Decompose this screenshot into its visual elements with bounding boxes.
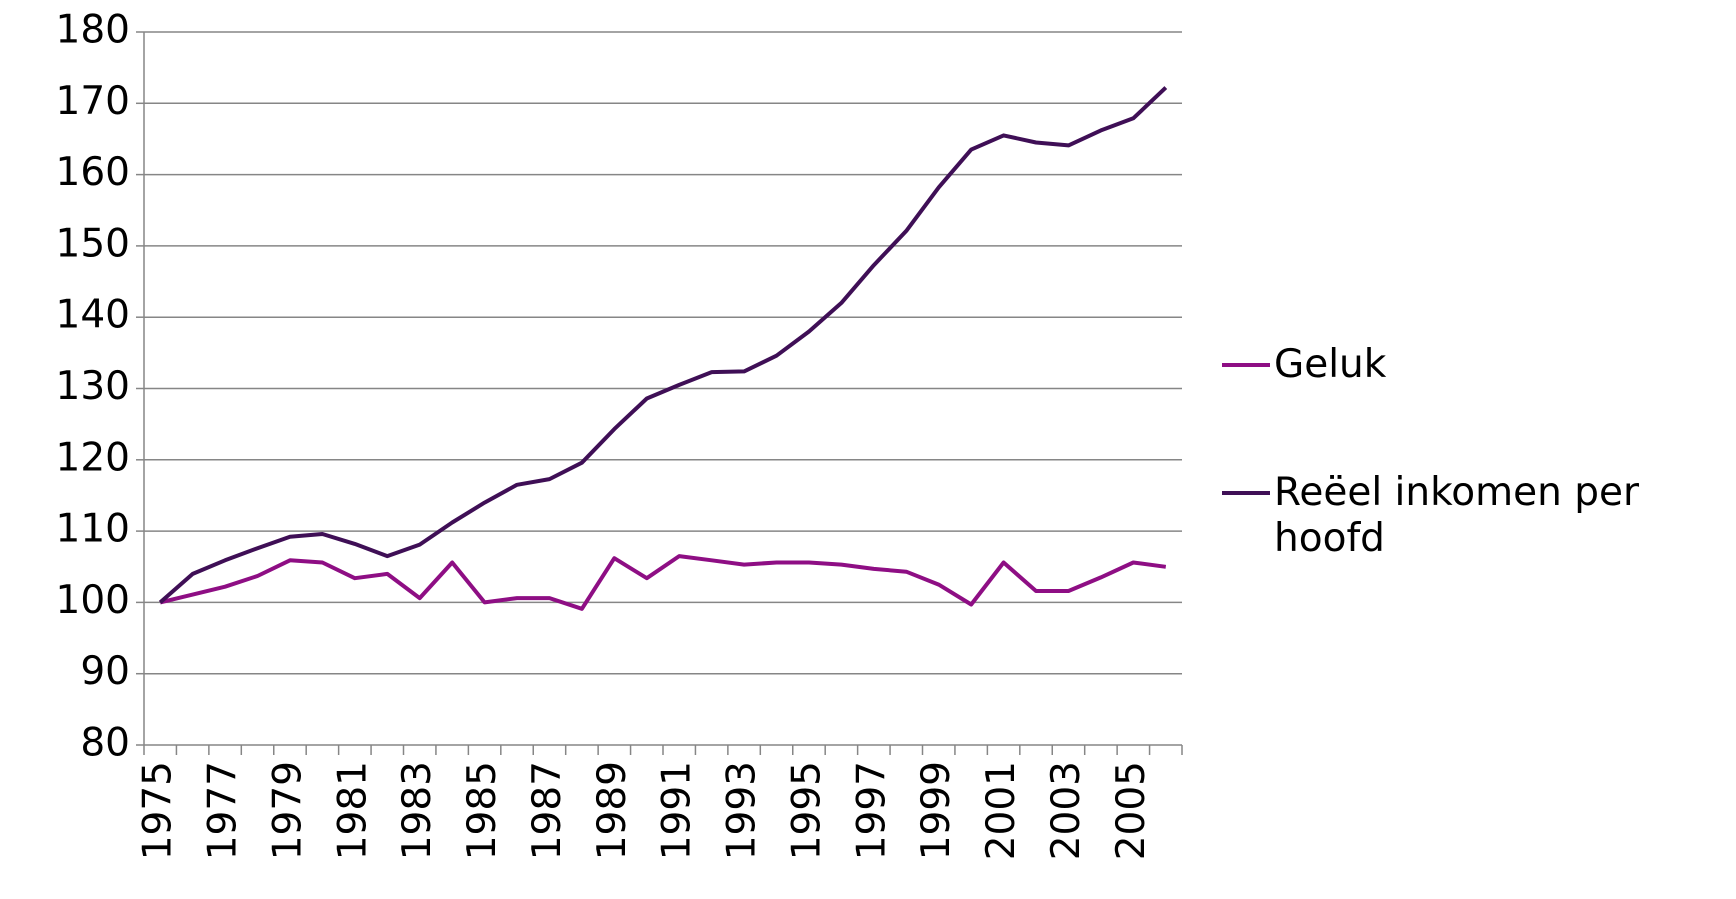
x-tick-label: 1981 (330, 761, 375, 860)
x-tick-label: 1987 (525, 761, 570, 860)
y-tick-label: 130 (56, 364, 130, 409)
series-line (158, 86, 1168, 604)
legend-item: Geluk (1222, 342, 1692, 388)
x-tick-label: 1983 (395, 761, 440, 860)
x-tick-label: 2005 (1109, 761, 1154, 860)
y-tick-label: 160 (56, 150, 130, 195)
series-line (159, 554, 1167, 611)
y-tick-label: 120 (56, 435, 130, 480)
y-tick-label: 170 (56, 79, 130, 124)
y-tick-label: 110 (56, 507, 130, 552)
y-tick-label: 100 (56, 578, 130, 623)
x-tick-label: 1997 (849, 761, 894, 860)
y-tick-label: 150 (56, 221, 130, 266)
legend-swatch (1222, 363, 1270, 367)
x-tick-label: 2001 (979, 761, 1024, 860)
x-tick-label: 1999 (914, 761, 959, 860)
legend-item: Reëel inkomen per hoofd (1222, 470, 1692, 562)
x-tick-label: 1993 (720, 761, 765, 860)
x-tick-label: 1995 (784, 761, 829, 860)
legend-swatch (1222, 491, 1270, 495)
legend-label: Geluk (1274, 342, 1387, 387)
x-tick-label: 1989 (590, 761, 635, 860)
y-tick-label: 90 (80, 649, 130, 694)
x-tick-label: 2003 (1044, 761, 1089, 860)
x-tick-label: 1977 (201, 761, 246, 860)
legend-label: Reëel inkomen per hoofd (1274, 470, 1640, 561)
x-tick-label: 1985 (460, 761, 505, 860)
x-tick-label: 1975 (136, 761, 181, 860)
y-tick-label: 80 (80, 721, 130, 766)
x-tick-label: 1991 (655, 761, 700, 860)
y-tick-label: 140 (56, 293, 130, 338)
x-tick-label: 1979 (265, 761, 310, 860)
y-tick-label: 180 (56, 8, 130, 53)
